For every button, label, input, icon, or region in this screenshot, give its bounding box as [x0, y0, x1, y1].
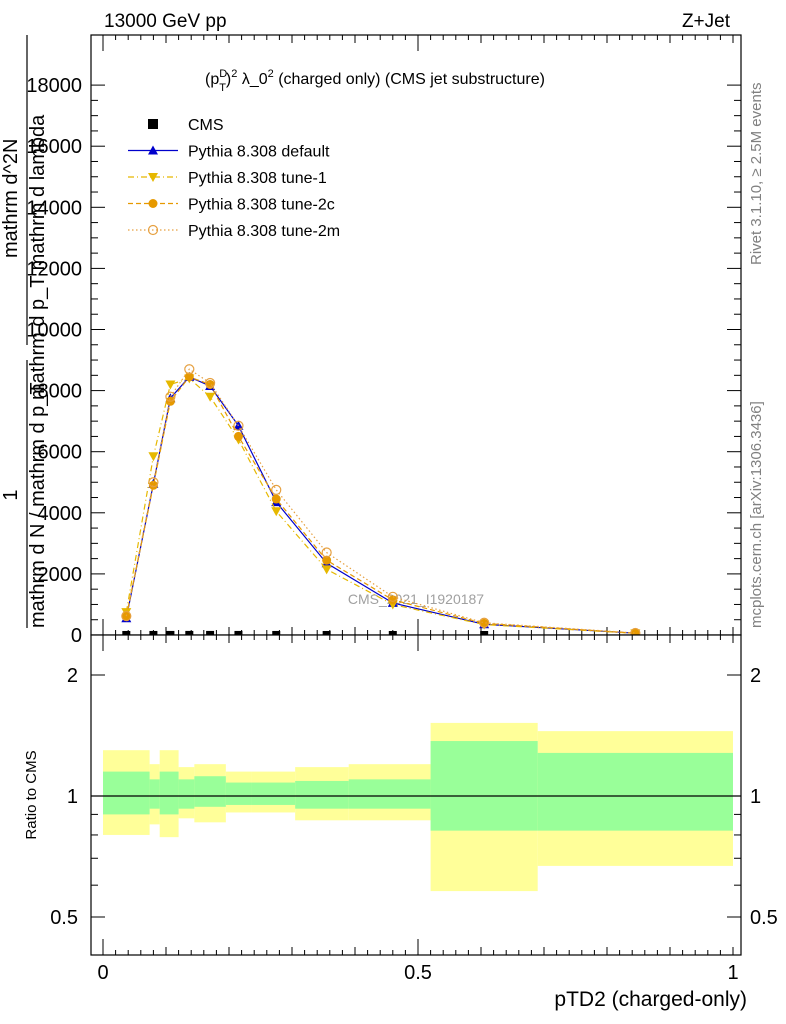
legend-label: Pythia 8.308 default: [188, 144, 330, 161]
legend-marker: [148, 173, 158, 182]
main-y-tick-labels: 0 2000 4000 6000 8000 10000 12000 14000 16000 180…: [26, 75, 82, 647]
ratio-bands: [91, 722, 741, 892]
x-axis-label: pTD2 (charged-only): [554, 988, 747, 1011]
ratio-plot: 0.5 0.51 12 2 0 0.5 1 Ratio to CMS pTD2 (char…: [23, 634, 778, 1011]
series-point-tune1: [271, 507, 282, 517]
series-point-tune1: [205, 392, 216, 402]
y-tick-label: 12000: [26, 258, 82, 280]
series-point-tune2m: [184, 364, 195, 375]
series-point-tune2m: [321, 547, 332, 558]
series-point-tune2c: [271, 494, 281, 504]
y-tick-label: 8000: [38, 381, 83, 403]
y-tick-label: 0: [71, 625, 82, 647]
series-point-tune2m: [148, 477, 159, 488]
legend-label: CMS: [188, 117, 224, 134]
series-point-tune2m: [271, 484, 282, 495]
ratio-y-tick-labels: 0.5 0.5 1 1 2 2: [50, 665, 778, 929]
mcplots-label: mcplots.cern.ch [arXiv:1306.3436]: [748, 401, 765, 628]
series-point-tune2c: [148, 480, 158, 490]
y-label-denominator: mathrm d N / mathrm d p_T: [27, 382, 49, 628]
x-tick-label: 0.5: [404, 962, 432, 984]
y-tick-label: 4000: [38, 503, 83, 525]
ratio-y-label: Ratio to CMS: [23, 750, 40, 839]
x-tick-labels: 0 0.5 1: [97, 962, 738, 984]
series-point-tune1: [148, 452, 159, 462]
y-tick-label: 6000: [38, 442, 83, 464]
ratio-frame: [90, 634, 742, 956]
ratio-y-tick-label-right: 2: [750, 665, 761, 687]
ratio-band-inner: [159, 771, 179, 815]
series-point-tune1: [321, 565, 332, 575]
legend-marker: [147, 224, 159, 236]
ratio-band-inner: [251, 782, 296, 805]
x-tick-label: 0: [97, 962, 108, 984]
series-point-tune2m: [233, 420, 244, 431]
legend-label: Pythia 8.308 tune-2m: [188, 223, 340, 240]
x-tick-label: 1: [727, 962, 738, 984]
ratio-y-tick-label-left: 2: [67, 665, 78, 687]
ratio-band-inner: [348, 779, 431, 809]
legend-label: Pythia 8.308 tune-1: [188, 170, 327, 187]
series-point-tune2c: [479, 618, 489, 628]
series-point-tune2m: [205, 377, 216, 389]
legend-label: Pythia 8.308 tune-2c: [188, 197, 335, 214]
analysis-watermark: CMS_2021_I1920187: [348, 591, 484, 607]
header-process: Z+Jet: [682, 11, 731, 32]
series-point-tune2c: [388, 595, 398, 605]
series-point-tune2c: [233, 431, 243, 441]
series-point-tune2m: [479, 617, 490, 628]
main-y-label: 1 mathrm d N / mathrm d p_T mathrm d^2N …: [0, 35, 49, 628]
ratio-band-inner: [537, 752, 733, 831]
ratio-y-tick-label-right: 1: [750, 786, 761, 808]
header-energy: 13000 GeV pp: [104, 11, 227, 32]
series-point-tune2c: [121, 612, 131, 622]
ratio-band-inner: [103, 771, 150, 815]
main-frame-bg: [91, 35, 741, 635]
series-line-pythia-8-308-tune-2m: [125, 368, 636, 634]
series-point-tune2c: [184, 372, 194, 382]
series-point-tune2m: [165, 391, 176, 402]
ratio-band-inner: [430, 741, 538, 831]
ratio-y-tick-label-left: 1: [67, 786, 78, 808]
ratio-y-tick-label-left: 0.5: [50, 907, 78, 929]
y-label-prefactor: 1: [0, 489, 22, 500]
legend-marker-cms: [148, 119, 158, 129]
legend-marker: [148, 199, 158, 208]
series-point-tune2m: [121, 610, 132, 622]
y-tick-label: 14000: [26, 197, 82, 219]
ratio-y-tick-label-right: 0.5: [750, 907, 778, 929]
main-plot: 0 2000 4000 6000 8000 10000 12000 14000 16000 180…: [26, 34, 742, 647]
series-point-tune2c: [322, 555, 332, 565]
legend-marker: [148, 145, 158, 155]
series-point-tune2m: [387, 591, 398, 602]
series-point-tune1: [165, 380, 176, 390]
y-label-numerator: mathrm d^2N: [0, 139, 22, 258]
ratio-band-inner: [149, 779, 160, 809]
ratio-band-inner: [295, 780, 349, 809]
ratio-band-inner: [194, 776, 226, 807]
ratio-band-inner: [225, 782, 252, 805]
ratio-axis-ticks: [91, 635, 741, 955]
y-tick-label: 2000: [38, 564, 83, 586]
ratio-band-inner: [178, 779, 195, 809]
y-tick-label: 18000: [26, 75, 82, 97]
y-tick-label: 16000: [26, 136, 82, 158]
legend: CMS Pythia 8.308 default Pythia 8.308 tune…: [128, 117, 340, 240]
y-tick-label: 10000: [26, 320, 82, 342]
y-label-differential: mathrm d p_T mathrm d lambda: [27, 114, 49, 400]
rivet-label: Rivet 3.1.10, ≥ 2.5M events: [748, 83, 765, 266]
